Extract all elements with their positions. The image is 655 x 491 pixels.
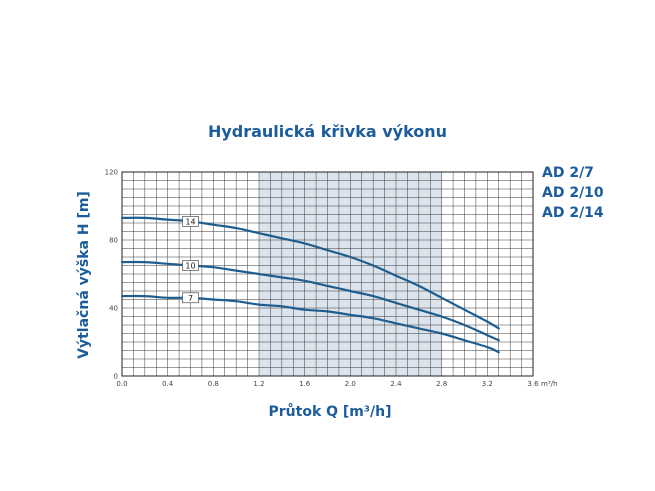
- y-tick-label: 40: [109, 305, 118, 313]
- curve-label: 7: [188, 294, 193, 303]
- curve-label-box: [182, 216, 199, 227]
- x-tick-label: 1.2: [253, 380, 264, 388]
- x-tick-label: 1.6: [299, 380, 311, 388]
- y-tick-label: 120: [105, 169, 118, 177]
- curve-label: 14: [185, 217, 195, 226]
- model-label: AD 2/7: [542, 165, 594, 181]
- y-tick-label: 0: [114, 373, 118, 381]
- curve-label: 10: [185, 262, 195, 271]
- x-tick-label: 3.6: [527, 380, 539, 388]
- y-axis-label: Výtlačná výška H [m]: [76, 191, 92, 359]
- grid: [121, 171, 534, 377]
- chart-title: Hydraulická křivka výkonu: [207, 122, 448, 141]
- model-label: AD 2/10: [542, 185, 604, 201]
- x-tick-label: 3.2: [482, 380, 493, 388]
- curve-label-box: [182, 292, 199, 304]
- curve-label-box: [182, 260, 199, 271]
- plot-frame: [121, 171, 534, 377]
- model-list: AD 2/7 AD 2/10 AD 2/14: [542, 163, 604, 223]
- x-tick-label: 2.0: [345, 380, 356, 388]
- y-tick-label: 80: [109, 237, 118, 245]
- x-tick-label: 0.8: [208, 380, 219, 388]
- x-unit-label: m³/h: [541, 380, 557, 388]
- x-tick-label: 2.8: [436, 380, 447, 388]
- x-tick-label: 0.4: [162, 380, 174, 388]
- model-label: AD 2/14: [542, 205, 604, 221]
- x-tick-label: 2.4: [390, 380, 402, 388]
- x-axis-label: Průtok Q [m³/h]: [268, 404, 392, 420]
- x-tick-label: 0.0: [116, 380, 127, 388]
